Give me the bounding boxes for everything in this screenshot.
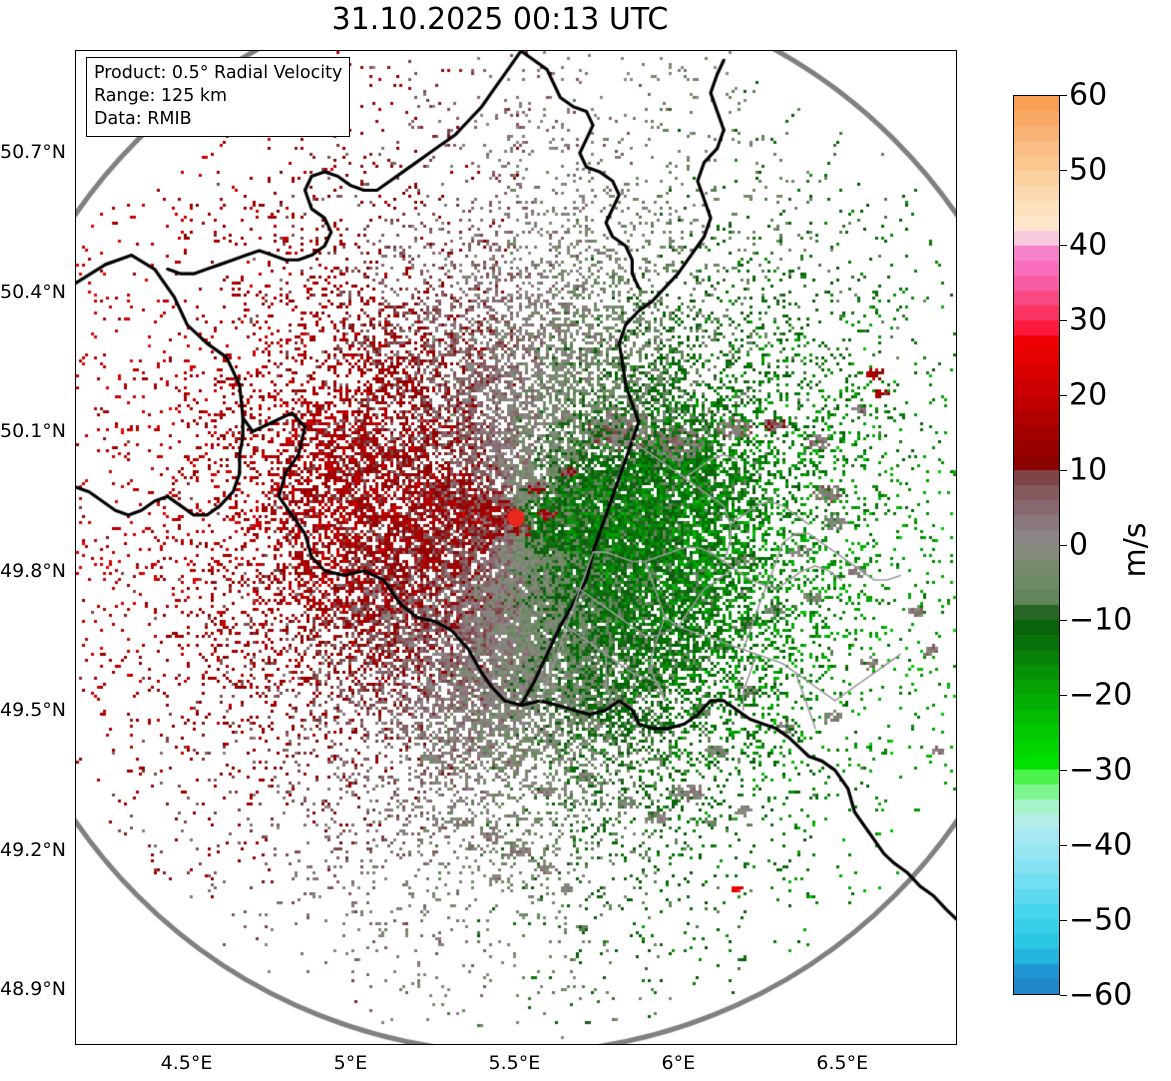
map-plot-area[interactable] <box>75 50 957 1045</box>
colorbar-tick-label: −40 <box>1069 827 1133 863</box>
colorbar-tick-mark <box>1060 470 1067 471</box>
latitude-tick-label: 48.9°N <box>0 978 67 1001</box>
colorbar-tick-label: −30 <box>1069 752 1133 788</box>
colorbar-tick-label: 50 <box>1069 152 1108 188</box>
page-title: 31.10.2025 00:13 UTC <box>331 2 669 37</box>
longitude-tick-label: 6.5°E <box>816 1052 869 1074</box>
colorbar-tick-label: 10 <box>1069 452 1108 488</box>
info-product-line: Product: 0.5° Radial Velocity <box>94 63 343 83</box>
info-data-line: Data: RMIB <box>94 109 192 129</box>
colorbar-tick-mark <box>1060 845 1067 846</box>
latitude-tick-label: 49.5°N <box>0 699 67 722</box>
colorbar-tick-label: 30 <box>1069 302 1108 338</box>
colorbar-gradient <box>1013 95 1060 995</box>
colorbar-canvas <box>1014 96 1059 994</box>
colorbar-tick-label: 0 <box>1069 527 1089 563</box>
longitude-tick-label: 5°E <box>333 1052 368 1074</box>
colorbar-tick-label: 60 <box>1069 77 1108 113</box>
colorbar-tick-mark <box>1060 620 1067 621</box>
colorbar-axis-label: m/s <box>1118 522 1153 578</box>
latitude-tick-label: 50.4°N <box>0 280 67 303</box>
colorbar <box>1013 95 1060 995</box>
latitude-tick-label: 50.1°N <box>0 420 67 443</box>
colorbar-tick-label: −20 <box>1069 677 1133 713</box>
latitude-tick-label: 50.7°N <box>0 141 67 164</box>
colorbar-tick-label: −50 <box>1069 902 1133 938</box>
colorbar-tick-mark <box>1060 545 1067 546</box>
colorbar-tick-mark <box>1060 170 1067 171</box>
latitude-tick-label: 49.2°N <box>0 838 67 861</box>
longitude-tick-label: 5.5°E <box>488 1052 541 1074</box>
colorbar-tick-mark <box>1060 320 1067 321</box>
colorbar-tick-mark <box>1060 245 1067 246</box>
colorbar-tick-label: −10 <box>1069 602 1133 638</box>
info-range-line: Range: 125 km <box>94 86 228 106</box>
latitude-tick-label: 49.8°N <box>0 559 67 582</box>
colorbar-tick-mark <box>1060 695 1067 696</box>
colorbar-tick-label: 20 <box>1069 377 1108 413</box>
colorbar-tick-label: −60 <box>1069 977 1133 1013</box>
radar-map-canvas <box>76 51 956 1044</box>
product-info-box: Product: 0.5° Radial Velocity Range: 125… <box>86 57 351 137</box>
colorbar-tick-label: 40 <box>1069 227 1108 263</box>
colorbar-tick-mark <box>1060 920 1067 921</box>
longitude-tick-label: 4.5°E <box>160 1052 213 1074</box>
colorbar-tick-mark <box>1060 995 1067 996</box>
colorbar-tick-mark <box>1060 395 1067 396</box>
colorbar-tick-mark <box>1060 95 1067 96</box>
longitude-tick-label: 6°E <box>661 1052 696 1074</box>
colorbar-tick-mark <box>1060 770 1067 771</box>
